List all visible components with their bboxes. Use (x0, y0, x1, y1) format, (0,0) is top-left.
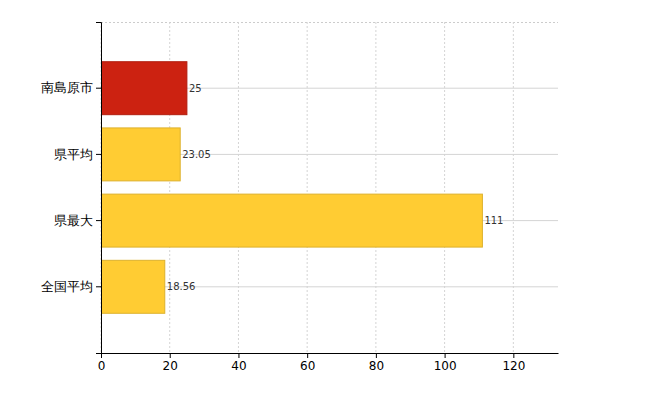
tick-label: 県平均 (54, 147, 93, 162)
tick: 120 (502, 353, 525, 373)
grid-line (307, 22, 308, 353)
tick-mark (96, 220, 101, 221)
data-label: 18.56 (167, 281, 196, 292)
tick-label: 南島原市 (41, 80, 93, 95)
plot: 25 23.05 111 18.56 0 20 40 60 80 100 120 南島原市県平均県最大… (41, 22, 559, 373)
tick-mark (96, 286, 101, 287)
tick: 80 (369, 353, 384, 373)
tick-mark (96, 88, 101, 89)
tick: 全国平均 (41, 279, 101, 294)
tick: 県平均 (54, 147, 101, 162)
grid-line (444, 22, 445, 353)
grid (101, 22, 558, 353)
tick-label: 60 (300, 359, 315, 373)
tick-label: 100 (434, 359, 457, 373)
tick-mark (445, 353, 446, 358)
data-label: 25 (189, 83, 202, 94)
axis-line (96, 23, 102, 354)
y-axis: 南島原市県平均県最大全国平均 (41, 23, 102, 354)
x-axis: 0 20 40 60 80 100 120 (98, 353, 559, 373)
tick-mark (376, 353, 377, 358)
data-labels: 25 23.05 111 18.56 (167, 83, 504, 293)
grid-line (238, 22, 239, 353)
tick-mark (238, 353, 239, 358)
tick: 県最大 (54, 213, 101, 228)
tick: 100 (434, 353, 457, 373)
tick: 60 (300, 353, 315, 373)
tick: 40 (231, 353, 246, 373)
tick-mark (513, 353, 514, 358)
tick: 0 (98, 353, 106, 373)
grid-line (513, 22, 514, 353)
chart: 25 23.05 111 18.56 0 20 40 60 80 100 120 南島原市県平均県最大… (0, 0, 650, 400)
bar (101, 260, 165, 313)
tick-mark (170, 353, 171, 358)
tick-label: 80 (369, 359, 384, 373)
grid-line (375, 22, 376, 353)
bar (101, 194, 482, 247)
bar (101, 128, 180, 181)
bar (101, 62, 187, 115)
tick-label: 20 (163, 359, 178, 373)
tick-mark (96, 154, 101, 155)
tick: 20 (163, 353, 178, 373)
bars (101, 62, 482, 314)
tick-label: 40 (231, 359, 246, 373)
tick-label: 0 (98, 359, 106, 373)
tick-mark (307, 353, 308, 358)
tick-label: 県最大 (54, 213, 93, 228)
tick-label: 120 (502, 359, 525, 373)
tick-label: 全国平均 (41, 279, 93, 294)
data-label: 111 (484, 215, 503, 226)
data-label: 23.05 (182, 149, 211, 160)
tick: 南島原市 (41, 80, 101, 95)
